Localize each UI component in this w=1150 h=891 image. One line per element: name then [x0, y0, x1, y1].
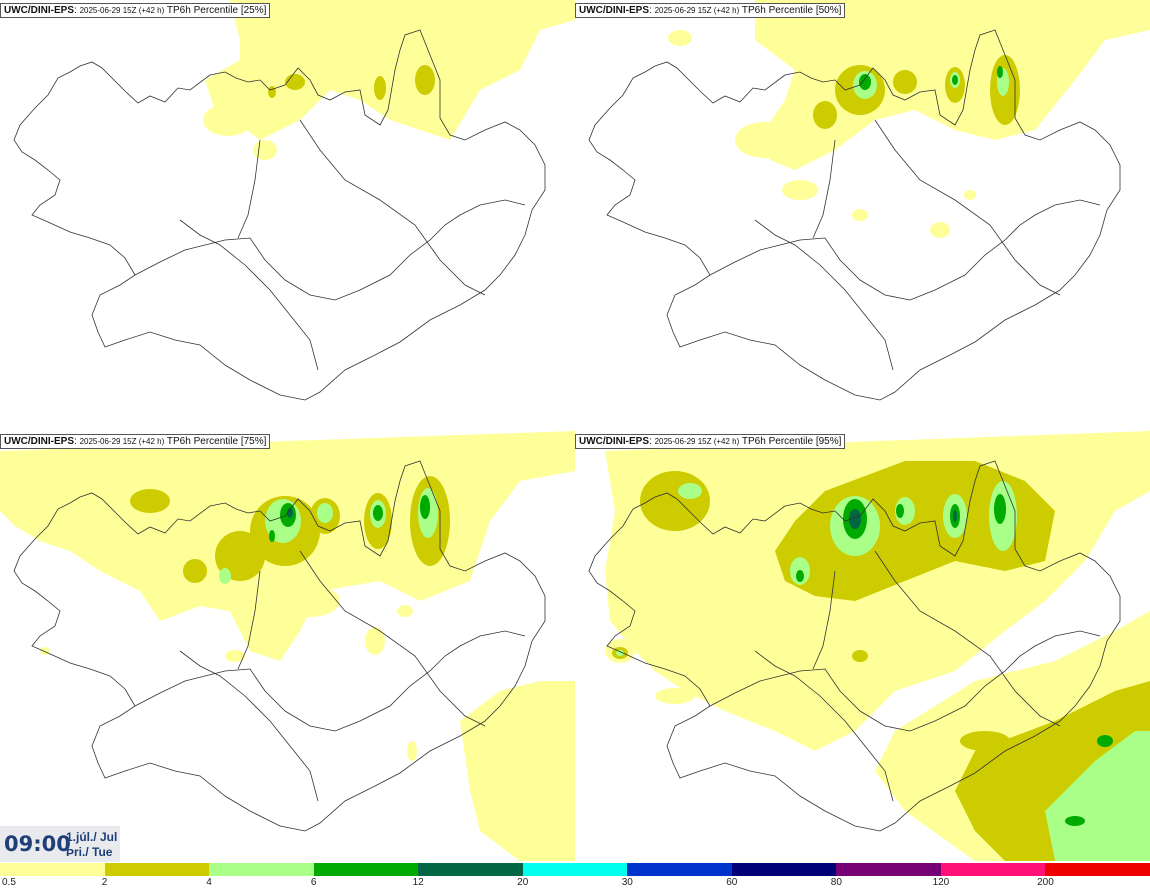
precipitation-map: [13, 0, 575, 401]
precip-shading: [605, 431, 1150, 861]
iceland-coastline: [588, 460, 1121, 832]
panel-title: UWC/DINI-EPS: 2025-06-29 15Z (+42 h) TP6…: [575, 3, 846, 18]
field-name: TP6h Percentile [75%]: [166, 436, 267, 447]
iceland-coastline: [588, 29, 1121, 401]
legend-tick-label: 4: [206, 877, 212, 888]
valid-date: 1.júl./ Jul: [66, 830, 118, 844]
map-panel-p95: UWC/DINI-EPS: 2025-06-29 15Z (+42 h) TP6…: [575, 431, 1150, 861]
legend-swatch: [313, 863, 419, 876]
legend-swatch: [836, 863, 941, 876]
model-name: UWC/DINI-EPS: [579, 436, 649, 447]
precipitation-map: [588, 431, 1150, 861]
legend-tick-label: 60: [726, 877, 738, 888]
legend-swatch: [209, 863, 314, 876]
model-name: UWC/DINI-EPS: [4, 436, 74, 447]
color-legend: 0.5 2 4 6 12 20 30 60 80 120 200: [0, 863, 1150, 891]
panel-title: UWC/DINI-EPS: 2025-06-29 15Z (+42 h) TP6…: [0, 3, 271, 18]
legend-tick-label: 200: [1037, 877, 1054, 888]
map-panel-p75: UWC/DINI-EPS: 2025-06-29 15Z (+42 h) TP6…: [0, 431, 575, 861]
legend-swatch: [418, 863, 523, 876]
legend-swatch: [522, 863, 628, 876]
map-panel-p25: UWC/DINI-EPS: 2025-06-29 15Z (+42 h) TP6…: [0, 0, 575, 430]
map-panel-p50: UWC/DINI-EPS: 2025-06-29 15Z (+42 h) TP6…: [575, 0, 1150, 430]
field-name: TP6h Percentile [50%]: [741, 5, 842, 16]
run-time: 2025-06-29 15Z (+42 h): [654, 6, 740, 15]
legend-tick-label: 30: [621, 877, 633, 888]
precipitation-map: [0, 431, 575, 861]
model-name: UWC/DINI-EPS: [579, 5, 649, 16]
panel-title: UWC/DINI-EPS: 2025-06-29 15Z (+42 h) TP6…: [0, 434, 271, 449]
legend-tick-label: 120: [932, 877, 950, 888]
precip-shading: [668, 0, 1150, 238]
valid-time-box: 09:00 1.júl./ Jul Þri./ Tue: [0, 826, 120, 862]
legend-swatch: [104, 863, 210, 876]
run-time: 2025-06-29 15Z (+42 h): [79, 437, 165, 446]
legend-swatch: [0, 863, 105, 876]
iceland-coastline: [13, 460, 546, 832]
legend-tick-label: 0.5: [2, 877, 16, 888]
legend-tick-label: 20: [517, 877, 529, 888]
legend-tick-label: 2: [101, 877, 108, 888]
run-time: 2025-06-29 15Z (+42 h): [79, 6, 165, 15]
valid-weekday: Þri./ Tue: [66, 845, 113, 859]
field-name: TP6h Percentile [25%]: [166, 5, 267, 16]
field-name: TP6h Percentile [95%]: [741, 436, 842, 447]
panel-title: UWC/DINI-EPS: 2025-06-29 15Z (+42 h) TP6…: [575, 434, 846, 449]
legend-color-bar: [0, 863, 1150, 876]
legend-tick-label: 12: [412, 877, 424, 888]
precip-shading: [0, 431, 575, 861]
legend-tick-label: 6: [310, 877, 317, 888]
precipitation-map: [588, 0, 1150, 401]
valid-time-clock: 09:00: [4, 832, 71, 856]
iceland-coastline: [13, 29, 546, 401]
legend-swatch: [940, 863, 1046, 876]
legend-tick-label: 80: [830, 877, 842, 888]
legend-swatch: [1045, 863, 1150, 876]
run-time: 2025-06-29 15Z (+42 h): [654, 437, 740, 446]
legend-swatch: [731, 863, 837, 876]
legend-swatch: [627, 863, 732, 876]
model-name: UWC/DINI-EPS: [4, 5, 74, 16]
